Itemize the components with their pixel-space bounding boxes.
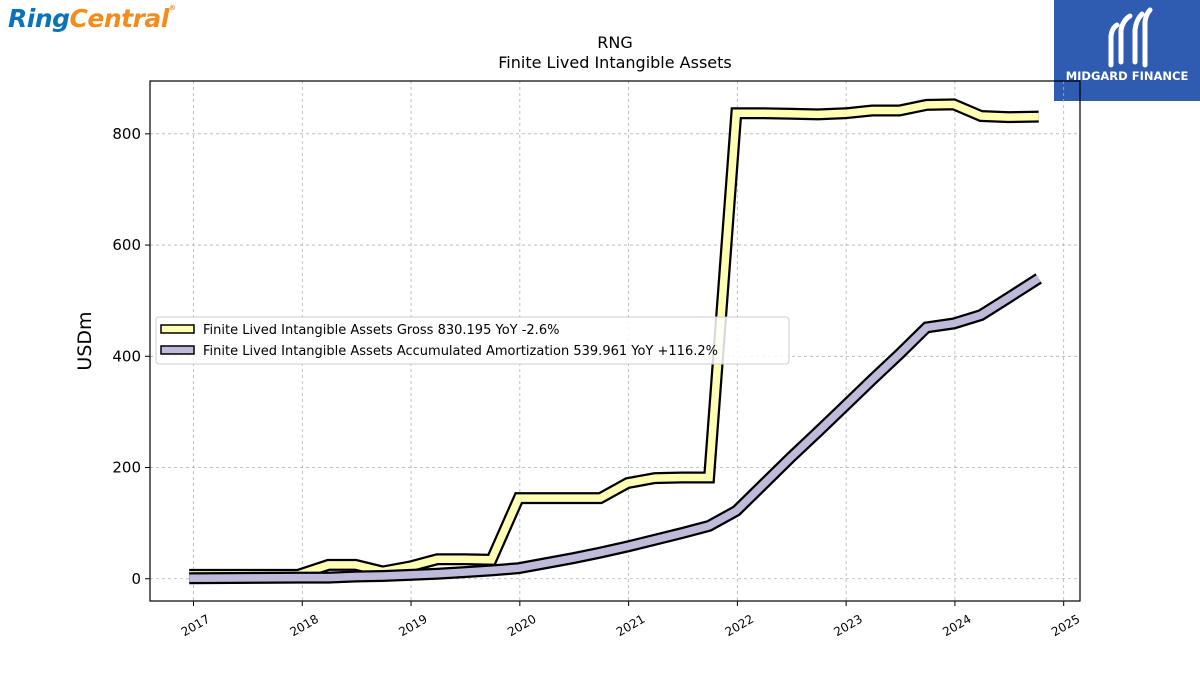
legend-box (155, 316, 790, 365)
x-tick-label: 2025 (1049, 612, 1082, 639)
logo-central-text: Central (69, 4, 170, 33)
x-tick-label: 2024 (940, 612, 973, 639)
x-tick-label: 2022 (723, 612, 756, 639)
y-tick-label: 0 (131, 570, 141, 588)
x-tick-label: 2017 (179, 612, 212, 639)
series-0-line (189, 100, 1039, 579)
chart-title: RNG (597, 33, 632, 52)
y-tick-label: 600 (112, 236, 141, 254)
logo-ring-text: Ring (8, 4, 70, 33)
plot-frame (149, 80, 1081, 602)
legend-swatch-1 (160, 345, 195, 355)
y-tick-label: 200 (112, 459, 141, 477)
axes: 2017 2018 2019 2020 2021 2022 2023 2024 2025 0 200… (112, 125, 1082, 639)
x-tick-label: 2023 (831, 612, 864, 639)
registered-mark: ® (168, 4, 176, 12)
x-tick-label: 2019 (396, 612, 429, 639)
legend-swatch-0 (160, 324, 195, 334)
logo-brand-text: MIDGARD FINANCE (1065, 69, 1189, 83)
y-tick-label: 400 (112, 347, 141, 365)
y-tick-label: 800 (112, 125, 141, 143)
x-tick-label: 2020 (505, 612, 538, 639)
x-tick-label: 2018 (288, 612, 321, 639)
legend: Finite Lived Intangible Assets Gross 830… (155, 316, 790, 365)
ringcentral-logo: RingCentral® (8, 4, 176, 33)
midgard-mark-icon (1108, 7, 1153, 68)
chart-subtitle: Finite Lived Intangible Assets (498, 53, 731, 72)
x-tick-label: 2021 (614, 612, 647, 639)
series-1-line (189, 275, 1041, 582)
legend-label-1: Finite Lived Intangible Assets Accumulat… (203, 344, 718, 359)
y-axis-label: USDm (74, 311, 96, 370)
series-layer (189, 98, 1042, 585)
midgard-finance-logo: MIDGARD FINANCE (1054, 0, 1200, 101)
legend-label-0: Finite Lived Intangible Assets Gross 830… (203, 323, 559, 338)
